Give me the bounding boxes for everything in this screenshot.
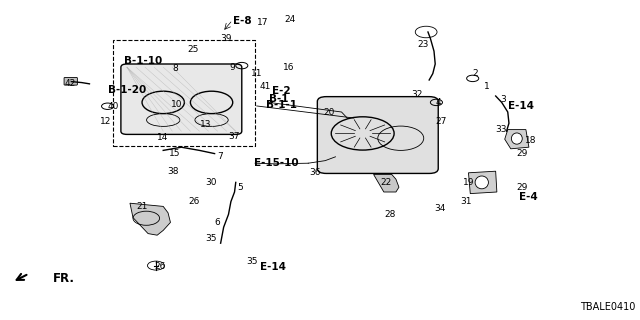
Text: 30: 30 bbox=[205, 178, 217, 187]
Text: 21: 21 bbox=[136, 202, 147, 211]
Polygon shape bbox=[374, 174, 399, 192]
Text: FR.: FR. bbox=[53, 272, 75, 285]
Text: E-8: E-8 bbox=[233, 16, 252, 26]
FancyBboxPatch shape bbox=[121, 64, 242, 134]
Text: 10: 10 bbox=[171, 100, 182, 108]
Text: B-1-20: B-1-20 bbox=[108, 84, 146, 95]
Text: 42: 42 bbox=[65, 79, 76, 88]
Text: 35: 35 bbox=[246, 257, 258, 266]
Text: E-14: E-14 bbox=[508, 100, 534, 111]
Text: 1: 1 bbox=[484, 82, 490, 91]
Text: E-15-10: E-15-10 bbox=[254, 158, 298, 168]
Text: 7: 7 bbox=[218, 152, 223, 161]
Text: 6: 6 bbox=[214, 218, 220, 227]
Text: 14: 14 bbox=[157, 133, 168, 142]
Text: 33: 33 bbox=[495, 125, 507, 134]
Text: E-14: E-14 bbox=[260, 262, 286, 272]
Text: 36: 36 bbox=[310, 168, 321, 177]
Text: 26: 26 bbox=[154, 262, 166, 271]
Text: 29: 29 bbox=[516, 183, 527, 192]
Text: 29: 29 bbox=[516, 149, 527, 158]
Text: 20: 20 bbox=[323, 108, 335, 116]
Text: 40: 40 bbox=[108, 102, 119, 111]
Text: 25: 25 bbox=[188, 45, 199, 54]
Text: E-4: E-4 bbox=[518, 192, 538, 202]
Text: 41: 41 bbox=[260, 82, 271, 91]
Text: 11: 11 bbox=[251, 69, 262, 78]
Text: 12: 12 bbox=[100, 117, 111, 126]
Text: 39: 39 bbox=[221, 34, 232, 43]
Text: 2: 2 bbox=[473, 69, 478, 78]
FancyBboxPatch shape bbox=[64, 77, 77, 85]
Text: E-2: E-2 bbox=[272, 86, 291, 96]
FancyBboxPatch shape bbox=[317, 97, 438, 173]
Text: B-1-1: B-1-1 bbox=[266, 100, 297, 110]
Text: 31: 31 bbox=[461, 197, 472, 206]
Text: 23: 23 bbox=[417, 40, 428, 49]
Text: 24: 24 bbox=[284, 15, 295, 24]
Polygon shape bbox=[505, 130, 529, 149]
Text: 22: 22 bbox=[381, 178, 392, 187]
Text: 18: 18 bbox=[525, 136, 536, 145]
Text: 17: 17 bbox=[257, 18, 268, 27]
Text: 16: 16 bbox=[283, 63, 294, 72]
Text: 32: 32 bbox=[411, 90, 422, 99]
Text: 28: 28 bbox=[385, 210, 396, 219]
Text: 35: 35 bbox=[205, 234, 217, 243]
Text: TBALE0410: TBALE0410 bbox=[580, 302, 636, 312]
Text: 26: 26 bbox=[189, 197, 200, 206]
Text: 3: 3 bbox=[500, 95, 506, 104]
Text: 9: 9 bbox=[230, 63, 236, 72]
Polygon shape bbox=[130, 203, 170, 235]
Text: B-1-10: B-1-10 bbox=[124, 56, 162, 66]
Text: 13: 13 bbox=[200, 120, 211, 129]
Text: 19: 19 bbox=[463, 178, 474, 187]
Text: 15: 15 bbox=[169, 149, 180, 158]
Text: 34: 34 bbox=[434, 204, 445, 213]
Text: 4: 4 bbox=[435, 98, 441, 107]
Ellipse shape bbox=[475, 176, 488, 189]
Text: 8: 8 bbox=[172, 64, 178, 73]
Text: 5: 5 bbox=[237, 183, 243, 192]
Text: 37: 37 bbox=[228, 132, 240, 140]
Text: B-1: B-1 bbox=[269, 94, 289, 104]
Text: 38: 38 bbox=[168, 167, 179, 176]
Text: 27: 27 bbox=[435, 117, 447, 126]
Polygon shape bbox=[468, 171, 497, 194]
Ellipse shape bbox=[511, 133, 522, 144]
